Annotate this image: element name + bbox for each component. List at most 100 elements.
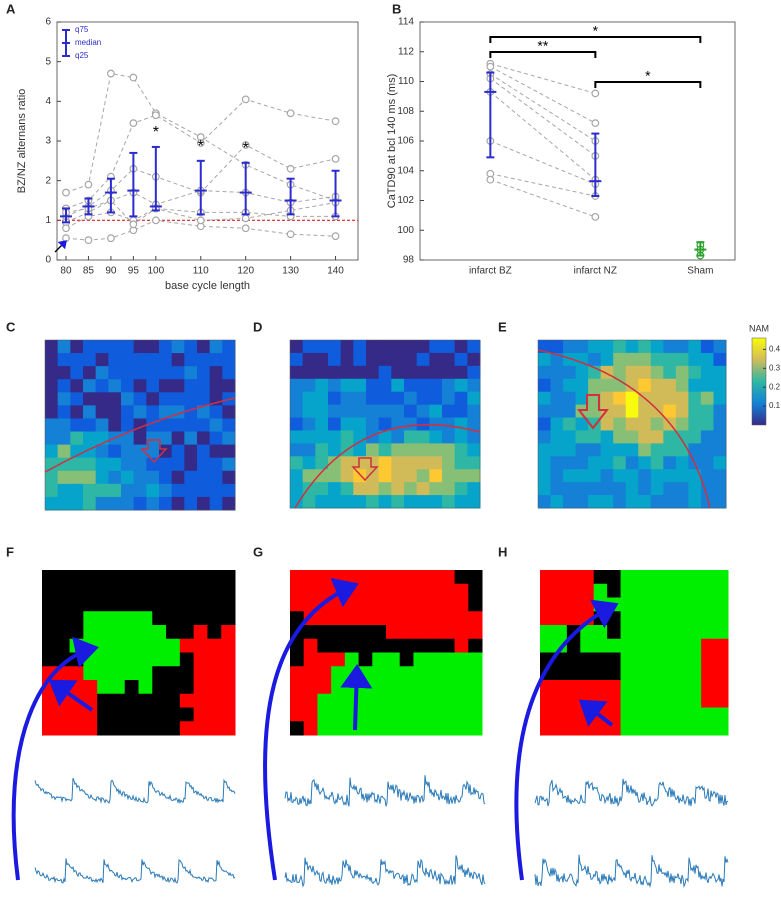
phase-cell <box>166 570 181 585</box>
phase-cell <box>166 611 181 626</box>
phase-cell <box>468 597 483 612</box>
phase-cell <box>97 597 112 612</box>
phase-cell <box>660 597 675 612</box>
phase-cell <box>427 583 442 598</box>
phase-cell <box>399 721 414 736</box>
phase-cell <box>386 652 401 667</box>
phase-cell <box>110 680 126 695</box>
data-point <box>331 154 340 163</box>
phase-cell <box>331 707 346 722</box>
phase-cell <box>166 583 181 598</box>
heat-cell <box>366 365 380 380</box>
phase-cell <box>687 625 702 640</box>
y-tick-label: 114 <box>398 17 414 28</box>
phase-cell <box>566 597 581 612</box>
heat-cell <box>171 418 185 433</box>
phase-cell <box>440 597 456 612</box>
maps <box>34 339 729 889</box>
phase-cell <box>701 666 716 681</box>
x-tick-label: 140 <box>327 266 344 277</box>
heat-cell <box>366 495 380 509</box>
heat-cell <box>563 391 577 406</box>
heat-cell <box>442 430 456 444</box>
significance-marker: * <box>153 124 159 141</box>
heat-cell <box>108 366 122 380</box>
phase-cell <box>687 666 702 681</box>
y-tick-label: 108 <box>397 106 414 117</box>
significance-marker: * <box>198 138 204 155</box>
heat-cell <box>600 417 614 431</box>
phase-cell <box>620 583 635 598</box>
heat-cell <box>600 365 614 380</box>
heat-cell <box>416 404 430 419</box>
phase-cell <box>687 721 702 736</box>
phase-cell <box>138 666 153 681</box>
phase-cell <box>386 666 401 681</box>
heat-cell <box>563 443 577 457</box>
phase-cell <box>55 625 71 640</box>
phase-cell <box>179 707 195 722</box>
heat-cell <box>625 417 639 431</box>
heat-cell <box>700 443 714 457</box>
heat-cell <box>429 378 443 393</box>
phase-cell <box>317 666 332 681</box>
heat-cell <box>328 391 342 406</box>
heat-cell <box>353 404 367 419</box>
border-line <box>44 397 236 473</box>
heat-cell <box>209 366 223 380</box>
heat-cell <box>353 469 367 483</box>
heat-cell <box>588 495 602 509</box>
heat-cell <box>600 443 614 457</box>
phase-cell <box>221 652 236 667</box>
phase-cell <box>124 666 139 681</box>
heat-cell <box>454 365 468 380</box>
heat-cell <box>353 482 367 496</box>
y-tick-label: 4 <box>45 96 51 107</box>
heat-cell <box>209 353 223 367</box>
phase-cell <box>97 638 112 653</box>
heat-cell <box>133 457 147 472</box>
phase-cell <box>221 666 236 681</box>
phase-cell <box>193 721 208 736</box>
data-point <box>62 188 70 197</box>
heat-cell <box>663 469 677 483</box>
heat-cell <box>416 352 430 367</box>
heat-cell <box>222 431 236 446</box>
heat-cell <box>121 392 135 406</box>
heat-cell <box>184 483 198 498</box>
phase-cell <box>647 570 662 585</box>
phase-cell <box>566 583 581 598</box>
heat-cell <box>538 404 552 419</box>
heat-cell <box>713 378 727 393</box>
phase-cell <box>714 583 729 598</box>
phase-cell <box>83 570 98 585</box>
phase-cell <box>553 707 568 722</box>
phase-cell <box>566 680 581 695</box>
data-point <box>331 232 340 241</box>
heat-cell <box>57 483 71 498</box>
phase-cell <box>110 666 126 681</box>
phase-cell <box>124 583 139 598</box>
phase-cell <box>386 583 401 598</box>
heat-cell <box>378 456 392 470</box>
data-point <box>286 230 295 239</box>
heat-cell <box>353 417 367 431</box>
heat-cell <box>353 365 367 380</box>
heat-cell <box>121 431 135 446</box>
phase-cell <box>660 638 675 653</box>
y-tick-label: 6 <box>45 17 51 28</box>
phase-cell <box>634 707 648 722</box>
phase-cell <box>290 638 305 653</box>
phase-cell <box>701 721 716 736</box>
phase-cell <box>166 707 181 722</box>
phase-cell <box>687 652 702 667</box>
heat-cell <box>600 391 614 406</box>
heat-cell <box>416 340 430 354</box>
phase-cell <box>687 707 702 722</box>
heat-cell <box>454 456 468 470</box>
phase-cell <box>124 680 139 695</box>
phase-cell <box>553 680 568 695</box>
phase-cell <box>440 611 456 626</box>
heat-cell <box>650 456 664 470</box>
heat-cell <box>366 352 380 367</box>
